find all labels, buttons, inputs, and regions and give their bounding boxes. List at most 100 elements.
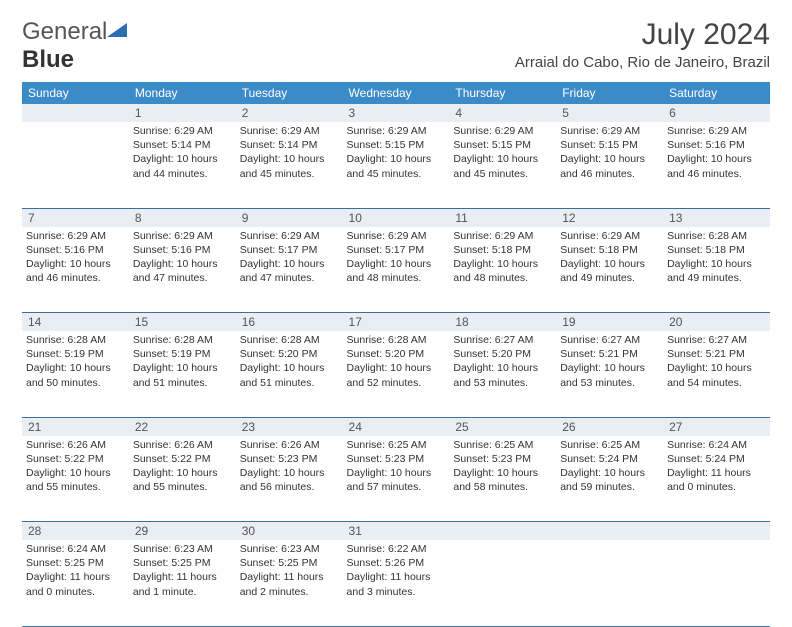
cell-line-sunset: Sunset: 5:19 PM bbox=[133, 347, 232, 361]
week-row: Sunrise: 6:26 AMSunset: 5:22 PMDaylight:… bbox=[22, 436, 770, 522]
cell-line-sunset: Sunset: 5:25 PM bbox=[26, 556, 125, 570]
cell-line-day2: and 48 minutes. bbox=[453, 271, 552, 285]
day-number bbox=[556, 522, 663, 541]
day-number: 31 bbox=[343, 522, 450, 541]
cell-line-day2: and 44 minutes. bbox=[133, 167, 232, 181]
cell-line-day1: Daylight: 10 hours bbox=[560, 361, 659, 375]
day-number: 29 bbox=[129, 522, 236, 541]
day-number: 5 bbox=[556, 104, 663, 122]
cell-line-day2: and 51 minutes. bbox=[240, 376, 339, 390]
cell-line-sunrise: Sunrise: 6:25 AM bbox=[453, 438, 552, 452]
day-number: 19 bbox=[556, 313, 663, 332]
day-cell: Sunrise: 6:23 AMSunset: 5:25 PMDaylight:… bbox=[129, 540, 236, 626]
day-cell-text: Sunrise: 6:28 AMSunset: 5:18 PMDaylight:… bbox=[667, 229, 766, 286]
cell-line-sunset: Sunset: 5:15 PM bbox=[560, 138, 659, 152]
day-cell: Sunrise: 6:29 AMSunset: 5:16 PMDaylight:… bbox=[129, 227, 236, 313]
cell-line-day1: Daylight: 10 hours bbox=[26, 466, 125, 480]
cell-line-sunrise: Sunrise: 6:28 AM bbox=[240, 333, 339, 347]
cell-line-day2: and 55 minutes. bbox=[26, 480, 125, 494]
day-cell bbox=[22, 122, 129, 208]
day-number: 7 bbox=[22, 208, 129, 227]
cell-line-day1: Daylight: 11 hours bbox=[667, 466, 766, 480]
cell-line-day2: and 50 minutes. bbox=[26, 376, 125, 390]
cell-line-sunset: Sunset: 5:16 PM bbox=[26, 243, 125, 257]
cell-line-day2: and 3 minutes. bbox=[347, 585, 446, 599]
cell-line-day1: Daylight: 10 hours bbox=[667, 361, 766, 375]
day-cell: Sunrise: 6:26 AMSunset: 5:22 PMDaylight:… bbox=[129, 436, 236, 522]
cell-line-day2: and 53 minutes. bbox=[560, 376, 659, 390]
cell-line-sunset: Sunset: 5:24 PM bbox=[560, 452, 659, 466]
day-cell-text: Sunrise: 6:24 AMSunset: 5:24 PMDaylight:… bbox=[667, 438, 766, 495]
day-cell-text: Sunrise: 6:25 AMSunset: 5:23 PMDaylight:… bbox=[347, 438, 446, 495]
day-cell: Sunrise: 6:29 AMSunset: 5:15 PMDaylight:… bbox=[343, 122, 450, 208]
cell-line-sunset: Sunset: 5:20 PM bbox=[347, 347, 446, 361]
cell-line-day2: and 56 minutes. bbox=[240, 480, 339, 494]
day-number: 14 bbox=[22, 313, 129, 332]
cell-line-sunset: Sunset: 5:20 PM bbox=[453, 347, 552, 361]
cell-line-day1: Daylight: 10 hours bbox=[133, 361, 232, 375]
cell-line-sunrise: Sunrise: 6:29 AM bbox=[347, 229, 446, 243]
cell-line-sunset: Sunset: 5:16 PM bbox=[133, 243, 232, 257]
day-cell-text: Sunrise: 6:26 AMSunset: 5:23 PMDaylight:… bbox=[240, 438, 339, 495]
day-cell-text: Sunrise: 6:22 AMSunset: 5:26 PMDaylight:… bbox=[347, 542, 446, 599]
cell-line-sunset: Sunset: 5:22 PM bbox=[26, 452, 125, 466]
cell-line-sunset: Sunset: 5:26 PM bbox=[347, 556, 446, 570]
day-cell-text: Sunrise: 6:27 AMSunset: 5:20 PMDaylight:… bbox=[453, 333, 552, 390]
day-cell: Sunrise: 6:25 AMSunset: 5:24 PMDaylight:… bbox=[556, 436, 663, 522]
day-cell: Sunrise: 6:28 AMSunset: 5:20 PMDaylight:… bbox=[236, 331, 343, 417]
day-number: 21 bbox=[22, 417, 129, 436]
day-cell-text: Sunrise: 6:25 AMSunset: 5:23 PMDaylight:… bbox=[453, 438, 552, 495]
day-cell: Sunrise: 6:28 AMSunset: 5:20 PMDaylight:… bbox=[343, 331, 450, 417]
cell-line-day2: and 47 minutes. bbox=[133, 271, 232, 285]
logo-text: General Blue bbox=[22, 18, 127, 74]
day-number: 8 bbox=[129, 208, 236, 227]
day-cell: Sunrise: 6:24 AMSunset: 5:25 PMDaylight:… bbox=[22, 540, 129, 626]
day-number: 30 bbox=[236, 522, 343, 541]
day-cell-text: Sunrise: 6:28 AMSunset: 5:20 PMDaylight:… bbox=[347, 333, 446, 390]
cell-line-day1: Daylight: 10 hours bbox=[560, 257, 659, 271]
cell-line-day1: Daylight: 10 hours bbox=[453, 466, 552, 480]
day-number: 20 bbox=[663, 313, 770, 332]
cell-line-day1: Daylight: 10 hours bbox=[133, 257, 232, 271]
day-number: 23 bbox=[236, 417, 343, 436]
cell-line-day2: and 46 minutes. bbox=[560, 167, 659, 181]
cell-line-day1: Daylight: 10 hours bbox=[560, 152, 659, 166]
daynum-row: 14151617181920 bbox=[22, 313, 770, 332]
cell-line-day2: and 45 minutes. bbox=[240, 167, 339, 181]
cell-line-sunrise: Sunrise: 6:29 AM bbox=[453, 229, 552, 243]
cell-line-sunrise: Sunrise: 6:29 AM bbox=[240, 124, 339, 138]
day-cell-text: Sunrise: 6:28 AMSunset: 5:19 PMDaylight:… bbox=[26, 333, 125, 390]
day-number: 22 bbox=[129, 417, 236, 436]
cell-line-day2: and 46 minutes. bbox=[26, 271, 125, 285]
day-number: 13 bbox=[663, 208, 770, 227]
day-number: 10 bbox=[343, 208, 450, 227]
day-cell: Sunrise: 6:26 AMSunset: 5:22 PMDaylight:… bbox=[22, 436, 129, 522]
cell-line-sunset: Sunset: 5:20 PM bbox=[240, 347, 339, 361]
day-cell: Sunrise: 6:29 AMSunset: 5:14 PMDaylight:… bbox=[129, 122, 236, 208]
cell-line-day1: Daylight: 10 hours bbox=[133, 152, 232, 166]
cell-line-sunrise: Sunrise: 6:27 AM bbox=[667, 333, 766, 347]
cell-line-day1: Daylight: 10 hours bbox=[26, 257, 125, 271]
cell-line-day2: and 47 minutes. bbox=[240, 271, 339, 285]
cell-line-sunset: Sunset: 5:15 PM bbox=[347, 138, 446, 152]
day-cell-text: Sunrise: 6:28 AMSunset: 5:19 PMDaylight:… bbox=[133, 333, 232, 390]
day-header-row: SundayMondayTuesdayWednesdayThursdayFrid… bbox=[22, 82, 770, 104]
day-cell-text: Sunrise: 6:29 AMSunset: 5:15 PMDaylight:… bbox=[347, 124, 446, 181]
day-cell-text: Sunrise: 6:29 AMSunset: 5:18 PMDaylight:… bbox=[560, 229, 659, 286]
day-cell bbox=[556, 540, 663, 626]
day-number: 16 bbox=[236, 313, 343, 332]
day-cell-text: Sunrise: 6:29 AMSunset: 5:16 PMDaylight:… bbox=[26, 229, 125, 286]
cell-line-sunrise: Sunrise: 6:28 AM bbox=[347, 333, 446, 347]
cell-line-sunset: Sunset: 5:14 PM bbox=[240, 138, 339, 152]
week-row: Sunrise: 6:29 AMSunset: 5:14 PMDaylight:… bbox=[22, 122, 770, 208]
cell-line-sunset: Sunset: 5:25 PM bbox=[133, 556, 232, 570]
day-cell: Sunrise: 6:25 AMSunset: 5:23 PMDaylight:… bbox=[449, 436, 556, 522]
cell-line-day1: Daylight: 10 hours bbox=[240, 152, 339, 166]
cell-line-sunset: Sunset: 5:15 PM bbox=[453, 138, 552, 152]
cell-line-sunset: Sunset: 5:25 PM bbox=[240, 556, 339, 570]
cell-line-day2: and 52 minutes. bbox=[347, 376, 446, 390]
day-cell-text: Sunrise: 6:27 AMSunset: 5:21 PMDaylight:… bbox=[667, 333, 766, 390]
day-cell: Sunrise: 6:24 AMSunset: 5:24 PMDaylight:… bbox=[663, 436, 770, 522]
day-cell: Sunrise: 6:29 AMSunset: 5:15 PMDaylight:… bbox=[556, 122, 663, 208]
cell-line-sunset: Sunset: 5:22 PM bbox=[133, 452, 232, 466]
